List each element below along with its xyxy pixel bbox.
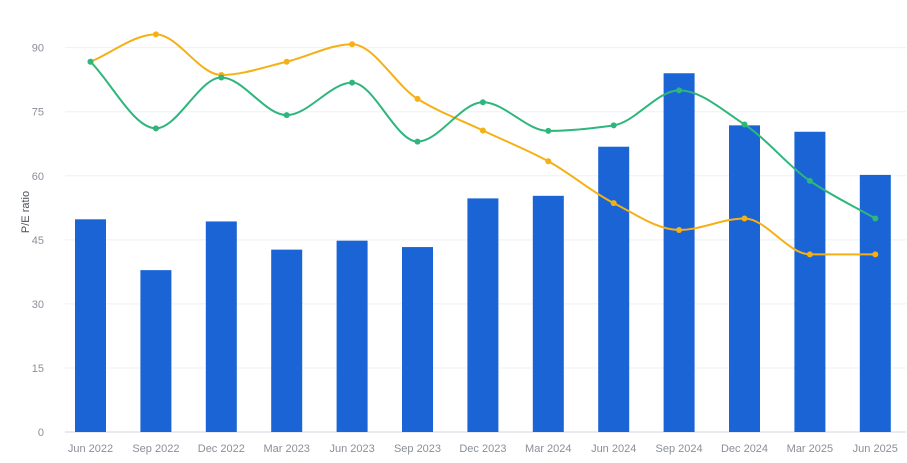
- bar[interactable]: [794, 131, 826, 432]
- y-tick-label: 90: [32, 43, 44, 55]
- y-tick-label: 75: [32, 107, 44, 119]
- bar[interactable]: [532, 195, 564, 432]
- x-tick-label: Mar 2023: [263, 443, 309, 455]
- line-point[interactable]: [806, 177, 813, 184]
- line-point[interactable]: [349, 79, 356, 86]
- line-point[interactable]: [741, 121, 748, 128]
- line-point[interactable]: [414, 138, 421, 145]
- x-tick-label: Jun 2022: [68, 443, 113, 455]
- bar[interactable]: [663, 73, 695, 432]
- line-point[interactable]: [283, 58, 290, 65]
- line-point[interactable]: [610, 122, 617, 129]
- line-point[interactable]: [741, 215, 748, 222]
- line-point[interactable]: [218, 74, 225, 81]
- y-axis-label: P/E ratio: [20, 191, 32, 233]
- line-point[interactable]: [806, 251, 813, 258]
- x-tick-label: Sep 2022: [132, 443, 179, 455]
- bar[interactable]: [402, 247, 433, 432]
- line-point[interactable]: [152, 125, 159, 132]
- x-axis-ticks: Jun 2022 Sep 2022 Dec 2022 Mar 2023 Jun 2023…: [68, 443, 898, 455]
- x-tick-label: Sep 2024: [656, 443, 703, 455]
- line-point[interactable]: [676, 226, 683, 233]
- x-tick-label: Jun 2023: [329, 443, 374, 455]
- line-point[interactable]: [283, 112, 290, 119]
- x-tick-label: Sep 2023: [394, 443, 441, 455]
- line-point[interactable]: [545, 158, 552, 165]
- y-tick-label: 45: [32, 235, 44, 247]
- x-tick-label: Jun 2025: [853, 443, 898, 455]
- bar[interactable]: [205, 221, 237, 432]
- y-tick-label: 15: [32, 363, 44, 375]
- bar-series: [75, 73, 891, 433]
- x-tick-label: Dec 2022: [198, 443, 245, 455]
- x-tick-label: Dec 2023: [459, 443, 506, 455]
- line-point[interactable]: [87, 58, 94, 65]
- y-axis-ticks: 0 15 30 45 60 75 90: [32, 43, 44, 439]
- bar[interactable]: [598, 146, 630, 433]
- line-point[interactable]: [414, 95, 421, 102]
- y-tick-label: 60: [32, 171, 44, 183]
- bar[interactable]: [75, 219, 106, 432]
- x-tick-label: Mar 2024: [525, 443, 571, 455]
- line-point[interactable]: [872, 251, 879, 258]
- x-tick-label: Mar 2025: [787, 443, 833, 455]
- line-point[interactable]: [610, 200, 617, 207]
- line-point[interactable]: [152, 31, 159, 38]
- line-point[interactable]: [676, 87, 683, 94]
- bar[interactable]: [729, 125, 760, 433]
- x-tick-label: Jun 2024: [591, 443, 636, 455]
- line-series: [87, 31, 879, 258]
- y-tick-label: 0: [38, 427, 44, 439]
- bar[interactable]: [467, 198, 499, 432]
- y-tick-label: 30: [32, 299, 44, 311]
- bar[interactable]: [271, 249, 303, 432]
- x-tick-label: Dec 2024: [721, 443, 768, 455]
- line-point[interactable]: [479, 99, 486, 106]
- bar[interactable]: [336, 240, 368, 432]
- line-point[interactable]: [545, 127, 552, 134]
- line-point[interactable]: [872, 215, 879, 222]
- bar[interactable]: [140, 270, 172, 432]
- line-point[interactable]: [479, 127, 486, 134]
- line-point[interactable]: [349, 41, 356, 48]
